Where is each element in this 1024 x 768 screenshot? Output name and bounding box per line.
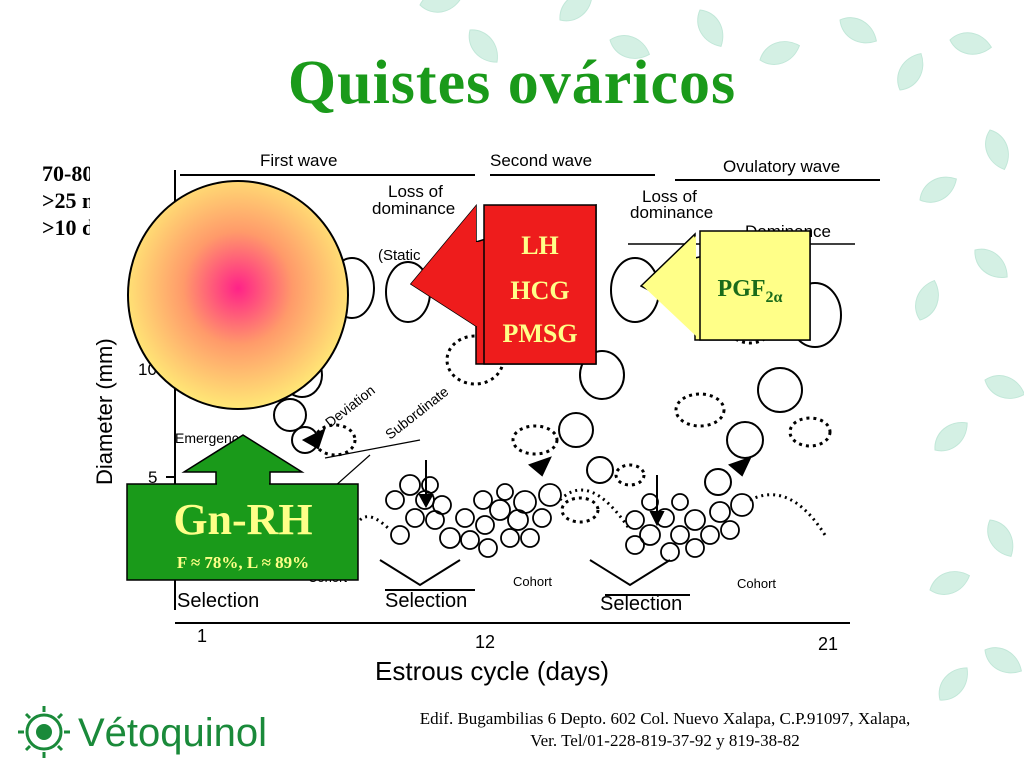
loss-label-2b: dominance <box>630 203 713 222</box>
y-axis-label: Diameter (mm) <box>92 338 117 485</box>
gnrh-title: Gn-RH <box>173 495 312 544</box>
x-tick-1: 1 <box>197 626 207 646</box>
loss-label-1a: Loss of <box>388 182 443 201</box>
cohort-label-3: Cohort <box>737 576 776 591</box>
pgf-label: PGF <box>718 276 766 302</box>
pgf-subscript: 2α <box>766 289 783 306</box>
loss-label-1b: dominance <box>372 199 455 218</box>
footer-address: Edif. Bugambilias 6 Depto. 602 Col. Nuev… <box>360 708 970 752</box>
footer-line-2: Ver. Tel/01-228-819-37-92 y 819-38-82 <box>530 731 800 750</box>
static-label: (Static <box>378 247 421 264</box>
wave-label-first: First wave <box>260 151 337 170</box>
stat-duration: >10 d <box>42 215 95 240</box>
lh-hormone-arrow: LH HCG PMSG <box>410 204 597 365</box>
vetoquinol-logo: Vétoquinol <box>18 706 267 758</box>
x-axis-label: Estrous cycle (days) <box>375 656 609 686</box>
gnrh-subtitle: F ≈ 78%, L ≈ 89% <box>177 553 309 572</box>
x-tick-12: 12 <box>475 632 495 652</box>
ovarian-cyst-illustration <box>127 180 349 410</box>
slide-title: Quistes ováricos <box>287 49 737 117</box>
selection-label-2: Selection <box>385 590 467 612</box>
svg-text:PGF2α: PGF2α <box>718 276 783 306</box>
wave-label-second: Second wave <box>490 151 592 170</box>
sun-logo-icon <box>18 706 70 758</box>
hcg-label: HCG <box>510 276 569 305</box>
wave-label-ovulatory: Ovulatory wave <box>723 157 840 176</box>
selection-label-3: Selection <box>600 593 682 615</box>
cohort-label-2: Cohort <box>513 574 552 589</box>
loss-label-2a: Loss of <box>642 187 697 206</box>
lh-label: LH <box>521 231 559 260</box>
pmsg-label: PMSG <box>502 319 577 348</box>
pgf-hormone-arrow: PGF2α <box>640 230 811 341</box>
emergence-label: Emergence <box>175 430 247 446</box>
footer-line-1: Edif. Bugambilias 6 Depto. 602 Col. Nuev… <box>419 709 911 728</box>
svg-text:Vétoquinol: Vétoquinol <box>78 711 267 755</box>
y-tick-5: 5 <box>148 468 157 487</box>
x-tick-21: 21 <box>818 634 838 654</box>
gnrh-hormone-arrow: Gn-RH F ≈ 78%, L ≈ 89% <box>126 434 359 581</box>
selection-label-1: Selection <box>177 590 259 612</box>
